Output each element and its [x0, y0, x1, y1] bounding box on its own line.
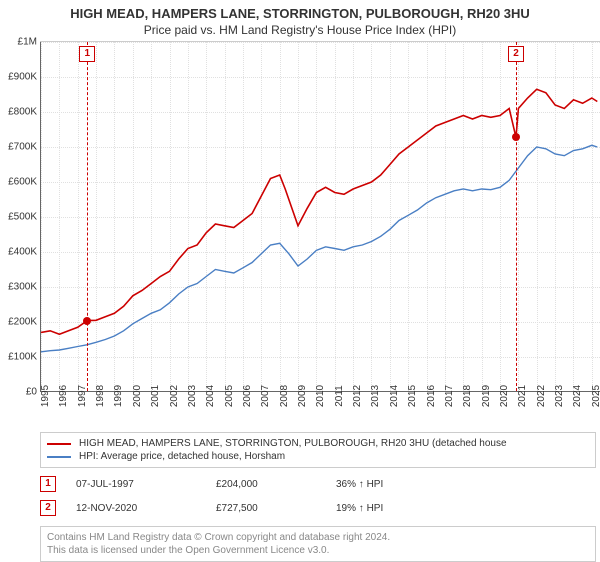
event-row: 1 07-JUL-1997£204,00036% ↑ HPI — [40, 476, 596, 492]
x-tick-label: 2003 — [187, 385, 198, 407]
event-row-price: £727,500 — [216, 503, 336, 514]
x-tick-label: 2001 — [150, 385, 161, 407]
event-dot — [512, 133, 520, 141]
x-tick-label: 2012 — [352, 385, 363, 407]
y-axis-labels: £0£100K£200K£300K£400K£500K£600K£700K£80… — [1, 42, 39, 391]
x-tick-label: 1998 — [95, 385, 106, 407]
x-tick-label: 2000 — [132, 385, 143, 407]
event-row-num: 2 — [40, 500, 56, 516]
chart-title-1: HIGH MEAD, HAMPERS LANE, STORRINGTON, PU… — [0, 0, 600, 21]
x-tick-label: 2010 — [315, 385, 326, 407]
y-tick-label: £800K — [8, 107, 37, 118]
chart-title-2: Price paid vs. HM Land Registry's House … — [0, 21, 600, 41]
x-tick-label: 1999 — [113, 385, 124, 407]
event-row-date: 12-NOV-2020 — [76, 503, 216, 514]
y-tick-label: £0 — [26, 387, 37, 398]
event-vline — [87, 42, 88, 391]
x-axis-labels: 1995199619971998199920002001200220032004… — [40, 392, 600, 426]
x-tick-label: 2007 — [260, 385, 271, 407]
y-tick-label: £500K — [8, 212, 37, 223]
x-tick-label: 2015 — [407, 385, 418, 407]
x-tick-label: 2013 — [370, 385, 381, 407]
x-tick-label: 2020 — [499, 385, 510, 407]
footer-line-1: Contains HM Land Registry data © Crown c… — [47, 531, 589, 544]
y-tick-label: £200K — [8, 317, 37, 328]
x-tick-label: 2024 — [572, 385, 583, 407]
plot-inner: £0£100K£200K£300K£400K£500K£600K£700K£80… — [40, 42, 600, 392]
event-row-price: £204,000 — [216, 479, 336, 490]
y-tick-label: £400K — [8, 247, 37, 258]
x-tick-label: 2008 — [279, 385, 290, 407]
x-tick-label: 2005 — [224, 385, 235, 407]
event-marker-box: 2 — [508, 46, 524, 62]
x-tick-label: 2006 — [242, 385, 253, 407]
x-tick-label: 2011 — [334, 385, 345, 407]
y-tick-label: £300K — [8, 282, 37, 293]
legend-swatch — [47, 456, 71, 458]
x-tick-label: 2002 — [169, 385, 180, 407]
event-row-date: 07-JUL-1997 — [76, 479, 216, 490]
x-tick-label: 2025 — [591, 385, 600, 407]
event-row: 2 12-NOV-2020£727,50019% ↑ HPI — [40, 500, 596, 516]
chart-container: HIGH MEAD, HAMPERS LANE, STORRINGTON, PU… — [0, 0, 600, 562]
x-tick-label: 2009 — [297, 385, 308, 407]
legend-swatch — [47, 443, 71, 445]
x-tick-label: 2021 — [517, 385, 528, 407]
y-tick-label: £1M — [18, 37, 37, 48]
event-dot — [83, 317, 91, 325]
y-tick-label: £100K — [8, 352, 37, 363]
event-row-num: 1 — [40, 476, 56, 492]
legend-label: HPI: Average price, detached house, Hors… — [79, 451, 285, 462]
series-line-hpi — [41, 145, 597, 351]
y-tick-label: £600K — [8, 177, 37, 188]
legend-label: HIGH MEAD, HAMPERS LANE, STORRINGTON, PU… — [79, 438, 507, 449]
series-line-price_paid — [41, 89, 597, 334]
legend: HIGH MEAD, HAMPERS LANE, STORRINGTON, PU… — [40, 432, 596, 468]
x-tick-label: 2023 — [554, 385, 565, 407]
x-tick-label: 1995 — [40, 385, 51, 407]
event-row-hpi: 36% ↑ HPI — [336, 479, 456, 490]
plot-area: £0£100K£200K£300K£400K£500K£600K£700K£80… — [40, 41, 600, 392]
legend-row: HPI: Average price, detached house, Hors… — [47, 450, 589, 463]
x-tick-label: 1997 — [77, 385, 88, 407]
x-tick-label: 1996 — [58, 385, 69, 407]
y-tick-label: £700K — [8, 142, 37, 153]
x-tick-label: 2017 — [444, 385, 455, 407]
x-tick-label: 2004 — [205, 385, 216, 407]
event-row-hpi: 19% ↑ HPI — [336, 503, 456, 514]
event-marker-box: 1 — [79, 46, 95, 62]
legend-row: HIGH MEAD, HAMPERS LANE, STORRINGTON, PU… — [47, 437, 589, 450]
y-tick-label: £900K — [8, 72, 37, 83]
footer-line-2: This data is licensed under the Open Gov… — [47, 544, 589, 557]
x-tick-label: 2014 — [389, 385, 400, 407]
event-vline — [516, 42, 517, 391]
x-tick-label: 2019 — [481, 385, 492, 407]
x-tick-label: 2016 — [426, 385, 437, 407]
footer-attribution: Contains HM Land Registry data © Crown c… — [40, 526, 596, 562]
x-tick-label: 2018 — [462, 385, 473, 407]
x-tick-label: 2022 — [536, 385, 547, 407]
event-rows: 1 07-JUL-1997£204,00036% ↑ HPI 2 12-NOV-202… — [0, 476, 600, 516]
